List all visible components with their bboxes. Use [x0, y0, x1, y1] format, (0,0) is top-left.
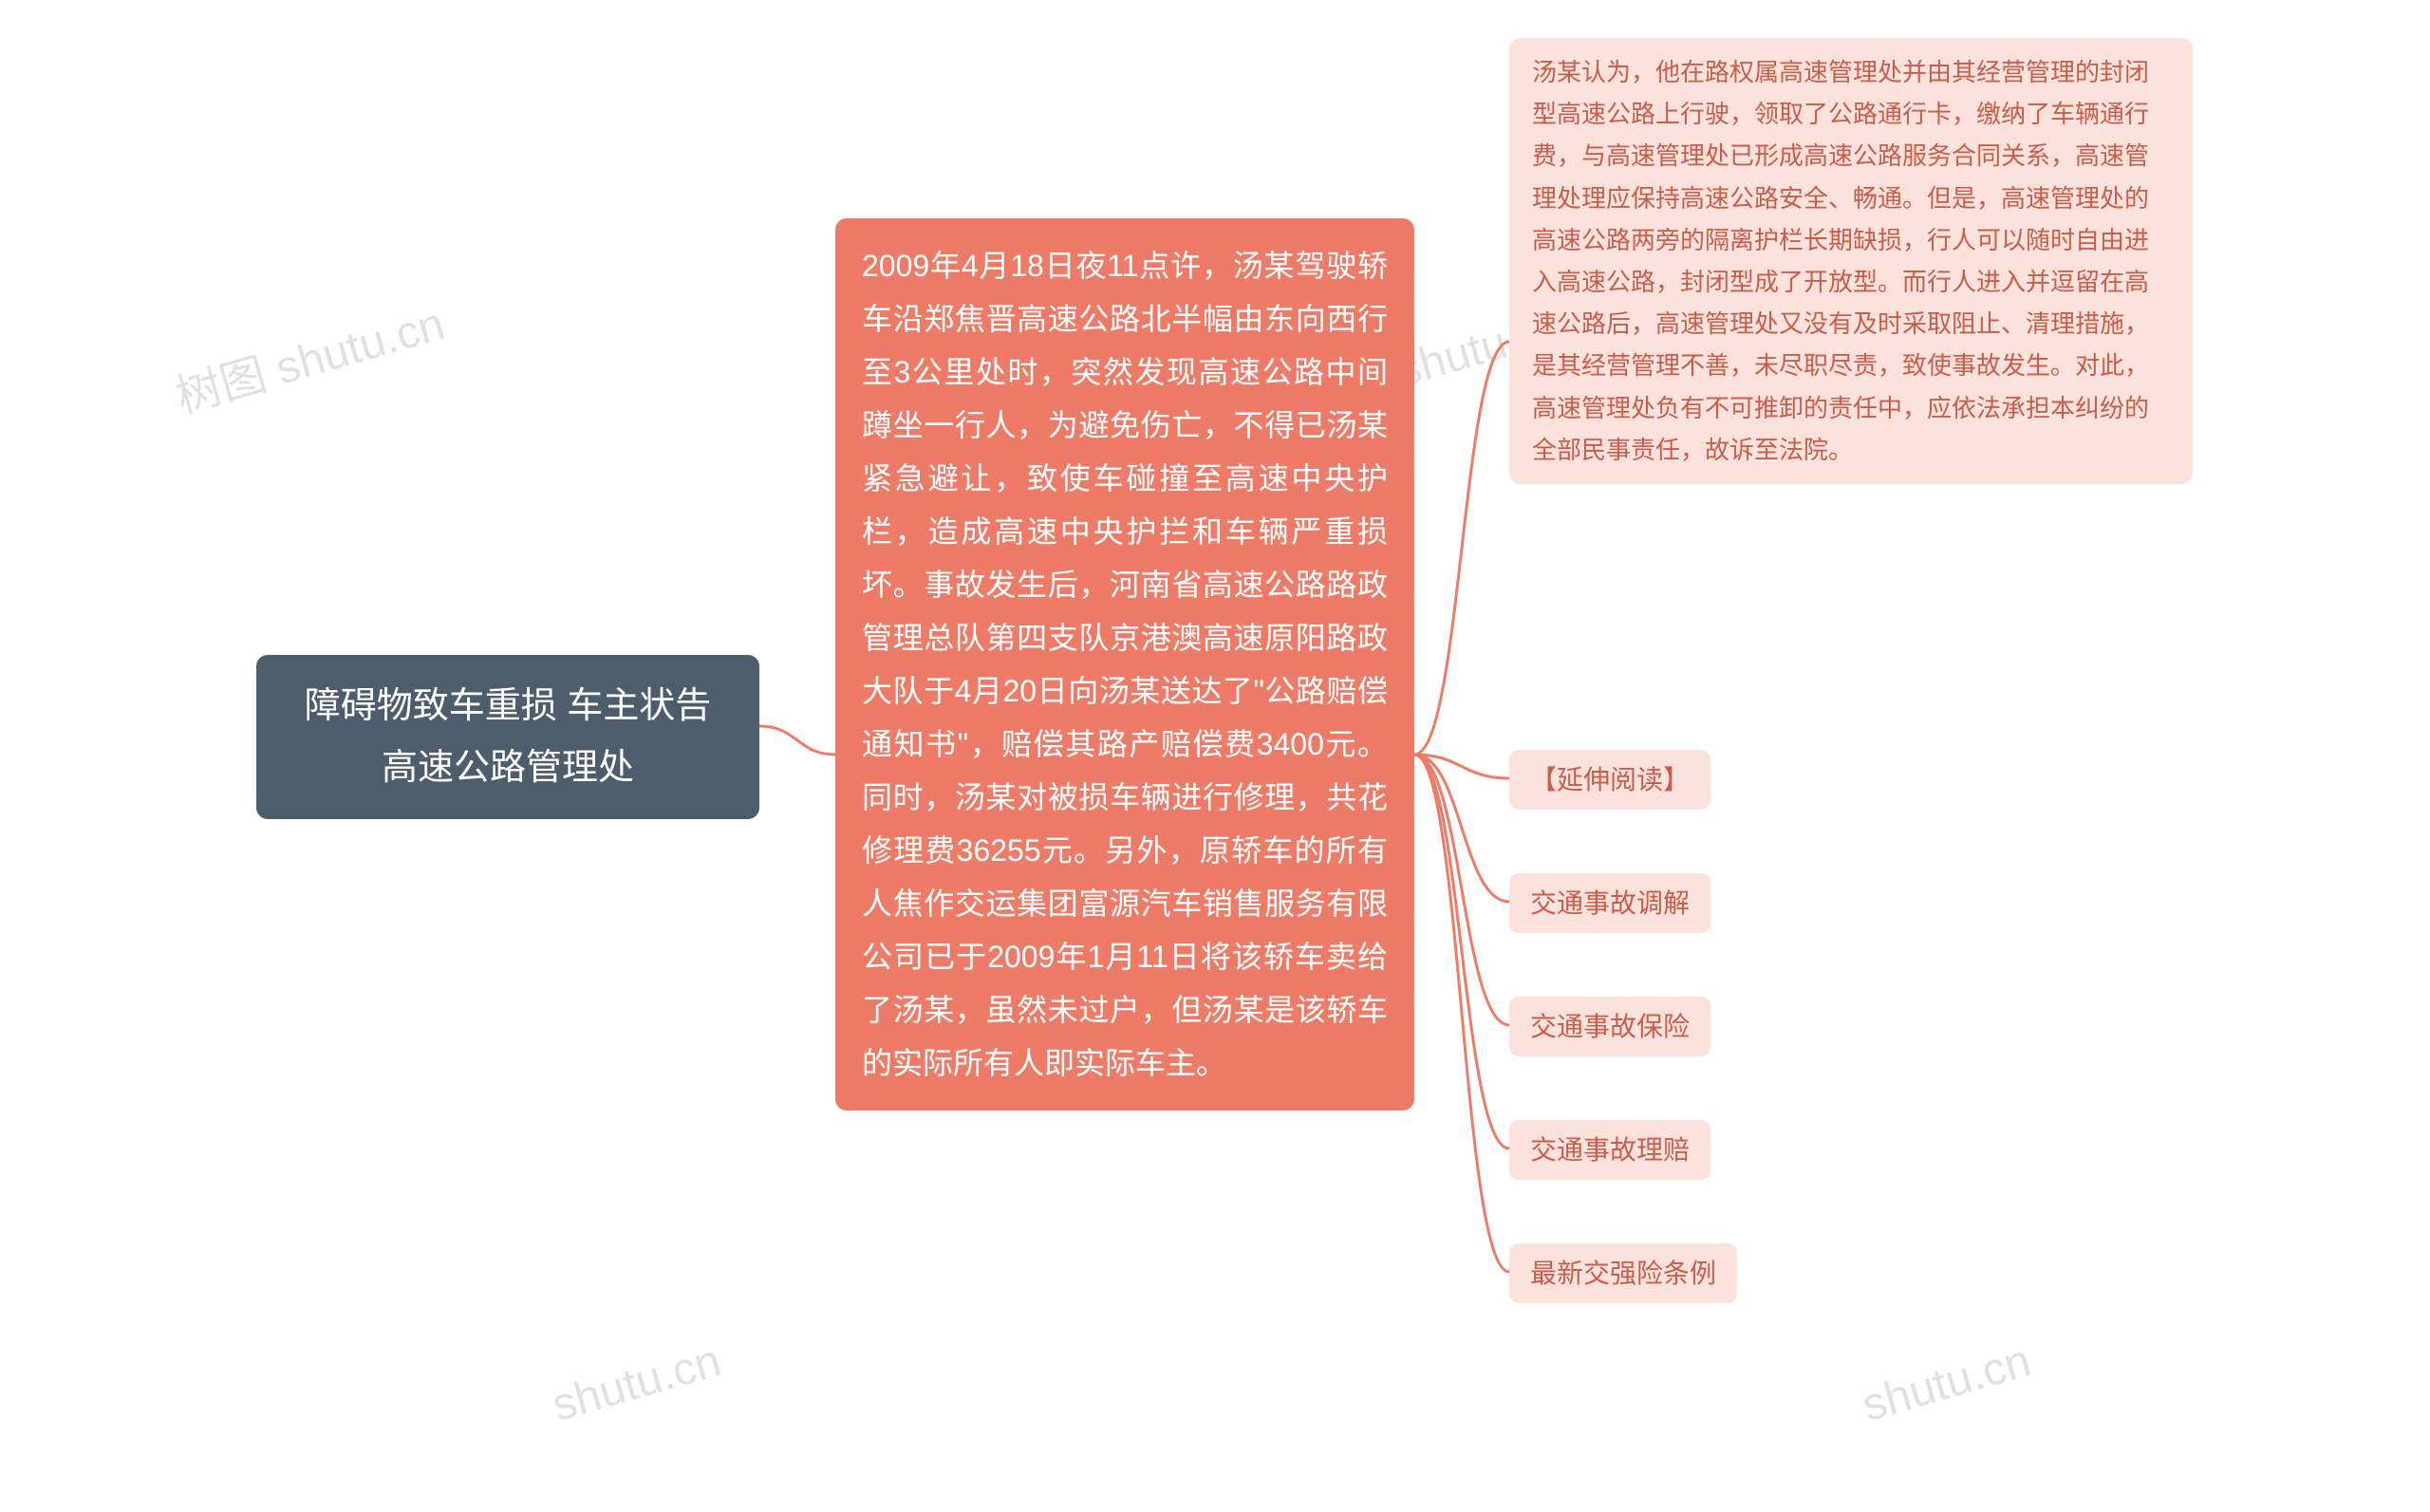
level2-item-compulsory-regs[interactable]: 最新交强险条例 — [1509, 1243, 1737, 1303]
level2-detail-node[interactable]: 汤某认为，他在路权属高速管理处并由其经营管理的封闭型高速公路上行驶，领取了公路通… — [1509, 38, 2193, 484]
mindmap-canvas: 树图 shutu.cn shutu.cn shutu.cn shutu.cn 障… — [0, 0, 2430, 1512]
level2-item-extended-reading[interactable]: 【延伸阅读】 — [1509, 750, 1710, 810]
connector-l1-c0 — [1414, 342, 1509, 755]
connector-l1-c4 — [1414, 755, 1509, 1148]
connector-l1-c1 — [1414, 755, 1509, 778]
watermark: shutu.cn — [1857, 1335, 2037, 1432]
root-line2: 高速公路管理处 — [283, 737, 733, 799]
level2-item-claims[interactable]: 交通事故理赔 — [1509, 1120, 1710, 1180]
connector-l1-c2 — [1414, 755, 1509, 902]
connector-l1-c3 — [1414, 755, 1509, 1025]
root-node[interactable]: 障碍物致车重损 车主状告 高速公路管理处 — [256, 655, 759, 819]
level2-item-label: 最新交强险条例 — [1530, 1259, 1716, 1288]
level1-node[interactable]: 2009年4月18日夜11点许，汤某驾驶轿车沿郑焦晋高速公路北半幅由东向西行至3… — [835, 218, 1414, 1111]
level2-item-insurance[interactable]: 交通事故保险 — [1509, 997, 1710, 1056]
connector-root-l1 — [759, 726, 835, 755]
level2-item-label: 交通事故理赔 — [1530, 1135, 1690, 1165]
root-line1: 障碍物致车重损 车主状告 — [283, 676, 733, 737]
connector-l1-c5 — [1414, 755, 1509, 1272]
level2-detail-text: 汤某认为，他在路权属高速管理处并由其经营管理的封闭型高速公路上行驶，领取了公路通… — [1532, 58, 2149, 464]
level1-text: 2009年4月18日夜11点许，汤某驾驶轿车沿郑焦晋高速公路北半幅由东向西行至3… — [862, 249, 1388, 1080]
level2-item-label: 交通事故保险 — [1530, 1012, 1690, 1041]
level2-item-label: 交通事故调解 — [1530, 888, 1690, 918]
watermark: shutu.cn — [547, 1335, 727, 1432]
level2-item-mediation[interactable]: 交通事故调解 — [1509, 873, 1710, 933]
watermark: 树图 shutu.cn — [167, 286, 451, 425]
level2-item-label: 【延伸阅读】 — [1530, 765, 1690, 794]
